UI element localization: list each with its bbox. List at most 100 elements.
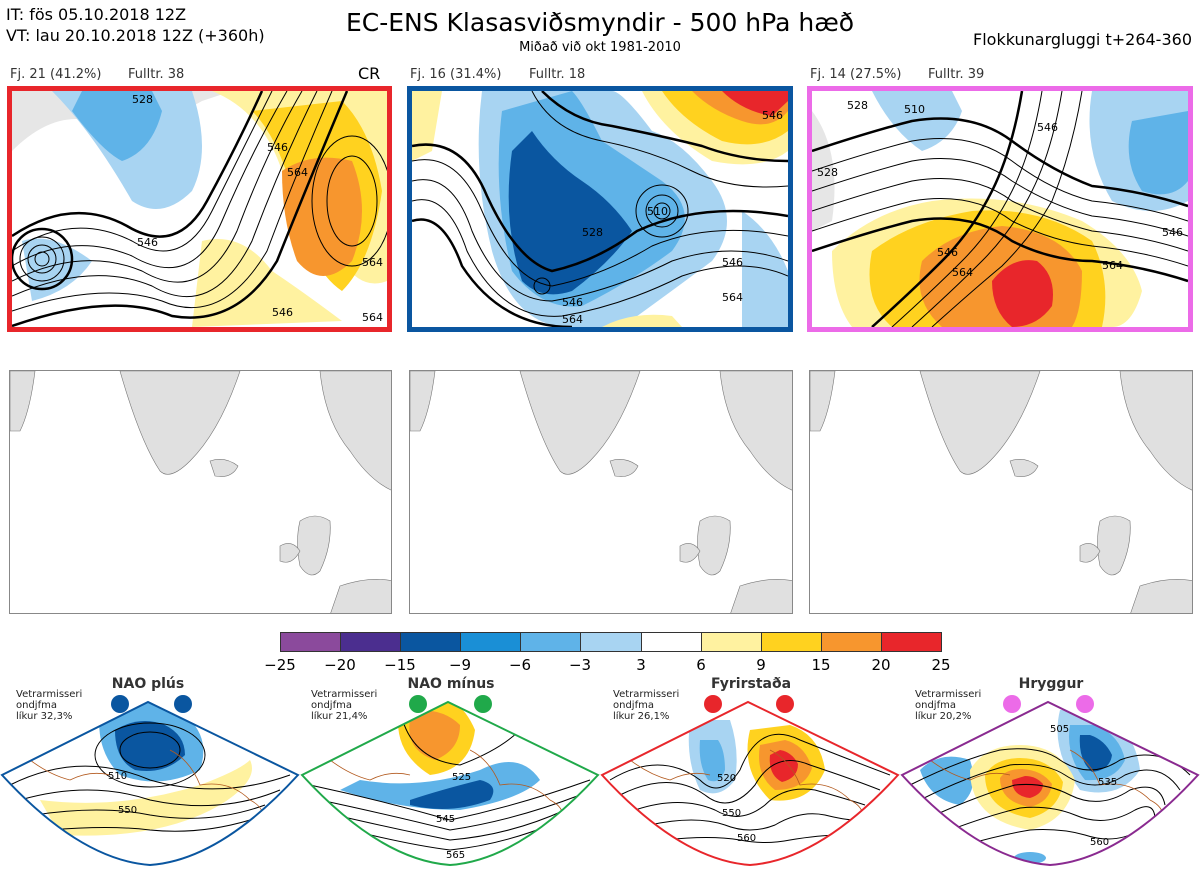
regime-months: ondjfma: [16, 700, 57, 711]
regime-1-dot-left: [111, 695, 129, 713]
base-map-2-graphic: [410, 371, 792, 613]
contour-label: 510: [904, 103, 925, 116]
colorbar-segment: [761, 633, 822, 651]
contour-label: 550: [722, 808, 741, 819]
contour-label: 545: [436, 814, 455, 825]
colorbar-segment: [701, 633, 762, 651]
regime-4-map: 505 535 560: [900, 695, 1200, 867]
cluster-3-label: Fj. 14 (27.5%): [810, 67, 902, 82]
contour-label: 564: [952, 266, 973, 279]
contour-label: 546: [1037, 121, 1058, 134]
colorbar-segment: [881, 633, 942, 651]
regime-probability: líkur 26,1%: [613, 711, 670, 722]
cluster-2-rep: Fulltr. 18: [529, 67, 586, 82]
regime-season: Vetrarmisseri: [613, 689, 680, 700]
regime-season: Vetrarmisseri: [16, 689, 83, 700]
regime-4-meta: Vetrarmisseri ondjfma líkur 20,2%: [915, 689, 981, 722]
colorbar-tick: 9: [756, 656, 766, 674]
colorbar-tick: 15: [811, 656, 831, 674]
colorbar-segment: [521, 633, 582, 651]
regime-1-map: 510 550: [0, 695, 300, 867]
regime-4-dot-left: [1003, 695, 1021, 713]
regime-probability: líkur 20,2%: [915, 711, 972, 722]
contour-label: 510: [108, 771, 127, 782]
colorbar-tick: 20: [871, 656, 891, 674]
cluster-3-map: 528 510 528 546 546 564 546 564: [807, 86, 1193, 332]
colorbar-tick: 6: [696, 656, 706, 674]
regime-season: Vetrarmisseri: [915, 689, 982, 700]
colorbar-tick: 25: [931, 656, 951, 674]
contour-label: 525: [452, 772, 471, 783]
contour-label: 564: [287, 166, 308, 179]
colorbar-tick: −25: [264, 656, 296, 674]
regime-4-title: Hryggur: [1018, 676, 1084, 692]
contour-label: 520: [717, 773, 736, 784]
contour-label: 528: [582, 226, 603, 239]
contour-label: 528: [847, 99, 868, 112]
colorbar-segment: [281, 633, 342, 651]
cluster-2-label: Fj. 16 (31.4%): [410, 67, 502, 82]
cluster-3-rep: Fulltr. 39: [928, 67, 985, 82]
regime-1-dot-right: [174, 695, 192, 713]
contour-label: 546: [722, 256, 743, 269]
cluster-1-map: 528 546 564 546 546 564 564: [7, 86, 392, 332]
regime-3-dot-left: [704, 695, 722, 713]
contour-label: 565: [446, 850, 465, 861]
base-map-3-graphic: [810, 371, 1192, 613]
classification-window: Flokkunargluggi t+264-360: [973, 30, 1192, 49]
regime-4-dot-right: [1076, 695, 1094, 713]
colorbar-segment: [581, 633, 642, 651]
colorbar-segment: [641, 633, 702, 651]
cluster-3-map-graphic: 528 510 528 546 546 564 546 564: [812, 91, 1188, 327]
page-subtitle: Miðað við okt 1981-2010: [519, 40, 681, 55]
colorbar-tick: −6: [508, 656, 532, 674]
regime-3-meta: Vetrarmisseri ondjfma líkur 26,1%: [613, 689, 679, 722]
contour-label: 546: [137, 236, 158, 249]
contour-label: 564: [722, 291, 743, 304]
base-map-1-graphic: [10, 371, 391, 613]
base-map-3: [809, 370, 1193, 614]
regime-1-title: NAO plús: [111, 676, 185, 692]
contour-label: 510: [647, 205, 668, 218]
contour-label: 546: [762, 109, 783, 122]
regime-3-title: Fyrirstaða: [710, 676, 792, 692]
base-map-2: [409, 370, 793, 614]
contour-label: 546: [937, 246, 958, 259]
cluster-1-rep: Fulltr. 38: [128, 67, 185, 82]
colorbar-segment: [341, 633, 402, 651]
colorbar-tick: −15: [384, 656, 416, 674]
colorbar-tick: −9: [448, 656, 472, 674]
cluster-2-map: 546 528 510 546 546 564 564: [407, 86, 793, 332]
contour-label: 564: [362, 311, 383, 324]
regime-2-meta: Vetrarmisseri ondjfma líkur 21,4%: [311, 689, 377, 722]
contour-label: 564: [1102, 259, 1123, 272]
cluster-2-map-graphic: 546 528 510 546 546 564 564: [412, 91, 788, 327]
colorbar: [280, 632, 942, 652]
contour-label: 546: [267, 141, 288, 154]
contour-label: 528: [132, 93, 153, 106]
regime-months: ondjfma: [613, 700, 654, 711]
regime-probability: líkur 32,3%: [16, 711, 73, 722]
regime-months: ondjfma: [915, 700, 956, 711]
contour-label: 564: [562, 313, 583, 326]
base-map-1: [9, 370, 392, 614]
contour-label: 535: [1098, 777, 1117, 788]
colorbar-tick: 3: [636, 656, 646, 674]
cluster-1-label: Fj. 21 (41.2%): [10, 67, 102, 82]
regime-3-dot-right: [776, 695, 794, 713]
regime-2-dot-left: [409, 695, 427, 713]
contour-label: 505: [1050, 724, 1069, 735]
page-title: EC-ENS Klasasviðsmyndir - 500 hPa hæð: [345, 8, 855, 37]
valid-time: VT: lau 20.10.2018 12Z (+360h): [6, 26, 265, 45]
contour-label: 550: [118, 805, 137, 816]
contour-label: 560: [737, 833, 756, 844]
cluster-1-tag: CR: [358, 64, 381, 83]
regime-3-map: 520 550 560: [600, 695, 900, 867]
colorbar-tick: −3: [568, 656, 592, 674]
regime-2-map: 525 545 565: [300, 695, 600, 867]
regime-2-dot-right: [474, 695, 492, 713]
regime-season: Vetrarmisseri: [311, 689, 378, 700]
regime-2-title: NAO mínus: [407, 676, 495, 692]
colorbar-segment: [401, 633, 462, 651]
regime-months: ondjfma: [311, 700, 352, 711]
